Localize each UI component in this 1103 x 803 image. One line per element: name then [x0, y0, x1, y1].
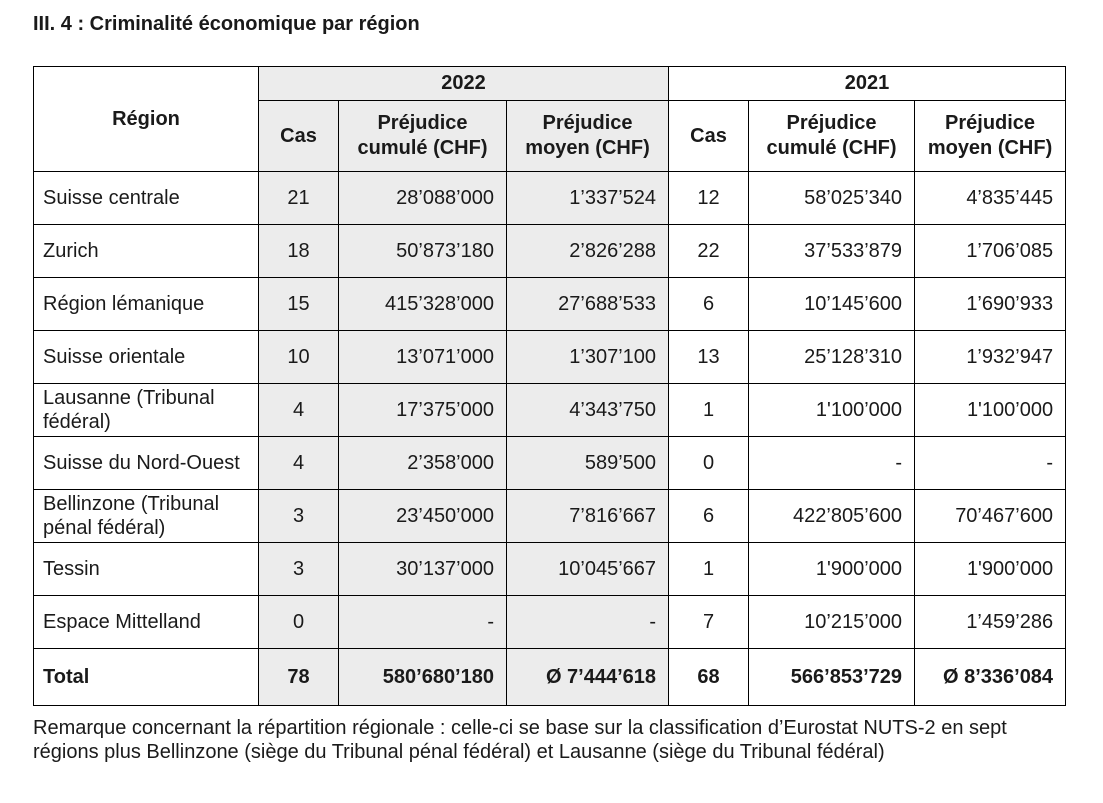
- moyen-2021-cell: 70’467’600: [914, 489, 1067, 543]
- moyen-2021-cell: -: [914, 436, 1067, 490]
- cumule-2021-cell: 10’215’000: [748, 595, 916, 649]
- cas-2021-cell: 22: [668, 224, 750, 278]
- moyen-2021-cell: 1’459’286: [914, 595, 1067, 649]
- total-cumule-2022-cell: 580’680’180: [338, 648, 507, 706]
- cas-2021-cell: 1: [668, 542, 750, 596]
- cas-2022-cell: 18: [258, 224, 339, 278]
- year-header-2021: 2021: [668, 66, 1067, 101]
- table-row: Espace Mittelland 0 - - 7 10’215’000 1’4…: [33, 595, 1067, 649]
- region-cell: Espace Mittelland: [33, 595, 259, 649]
- column-header-cumule-2021: Préjudice cumulé (CHF): [748, 100, 916, 172]
- moyen-2021-cell: 1'900’000: [914, 542, 1067, 596]
- cumule-2022-cell: 23’450’000: [338, 489, 507, 543]
- cas-2022-cell: 21: [258, 171, 339, 225]
- region-cell: Tessin: [33, 542, 259, 596]
- moyen-2022-cell: 27’688’533: [505, 277, 670, 331]
- cumule-2021-cell: 1'900’000: [748, 542, 916, 596]
- region-cell: Suisse orientale: [33, 330, 259, 384]
- moyen-2022-cell: 2’826’288: [505, 224, 670, 278]
- cas-2021-cell: 6: [668, 489, 750, 543]
- table-row: Zurich 18 50’873’180 2’826’288 22 37’533…: [33, 224, 1067, 278]
- cas-2022-cell: 4: [258, 436, 339, 490]
- column-header-cas-2022: Cas: [258, 100, 339, 172]
- table-row: Suisse orientale 10 13’071’000 1’307’100…: [33, 330, 1067, 384]
- cumule-2021-cell: 25’128’310: [748, 330, 916, 384]
- cas-2021-cell: 6: [668, 277, 750, 331]
- total-label-cell: Total: [33, 648, 259, 706]
- year-header-2022: 2022: [257, 66, 670, 101]
- cumule-2022-cell: -: [338, 595, 507, 649]
- year-header-row: Région 2022 2021: [33, 66, 1067, 172]
- table-row: Région lémanique 15 415’328’000 27’688’5…: [33, 277, 1067, 331]
- region-cell: Zurich: [33, 224, 259, 278]
- region-cell: Région lémanique: [33, 277, 259, 331]
- moyen-2022-cell: 589’500: [505, 436, 670, 490]
- table-row: Bellinzone (Tribunal pénal fédéral) 3 23…: [33, 489, 1067, 543]
- table-row: Lausanne (Tribunal fédéral) 4 17’375’000…: [33, 383, 1067, 437]
- total-row: Total 78 580’680’180 Ø 7’444’618 68 566’…: [33, 648, 1067, 706]
- cas-2022-cell: 4: [258, 383, 339, 437]
- table-row: Tessin 3 30’137’000 10’045’667 1 1'900’0…: [33, 542, 1067, 596]
- moyen-2021-cell: 1'100’000: [914, 383, 1067, 437]
- moyen-2022-cell: 7’816’667: [505, 489, 670, 543]
- region-cell: Suisse centrale: [33, 171, 259, 225]
- cumule-2021-cell: -: [748, 436, 916, 490]
- total-moyen-2022-cell: Ø 7’444’618: [505, 648, 670, 706]
- column-header-moyen-2021: Préjudice moyen (CHF): [914, 100, 1067, 172]
- cas-2022-cell: 15: [258, 277, 339, 331]
- cumule-2021-cell: 10’145’600: [748, 277, 916, 331]
- region-cell: Lausanne (Tribunal fédéral): [33, 383, 259, 437]
- cumule-2022-cell: 17’375’000: [338, 383, 507, 437]
- table-row: Suisse du Nord-Ouest 4 2’358’000 589’500…: [33, 436, 1067, 490]
- cas-2021-cell: 1: [668, 383, 750, 437]
- crime-by-region-table: Région 2022 2021 Cas Préjudice cumulé (C…: [33, 66, 1067, 706]
- cas-2022-cell: 0: [258, 595, 339, 649]
- sub-header-row: Cas Préjudice cumulé (CHF) Préjudice moy…: [34, 100, 1067, 172]
- cumule-2022-cell: 2’358’000: [338, 436, 507, 490]
- moyen-2021-cell: 1’932’947: [914, 330, 1067, 384]
- column-header-region: Région: [33, 66, 259, 172]
- cumule-2021-cell: 37’533’879: [748, 224, 916, 278]
- footnote: Remarque concernant la répartition régio…: [33, 717, 1007, 764]
- cas-2022-cell: 3: [258, 542, 339, 596]
- cas-2021-cell: 0: [668, 436, 750, 490]
- total-cumule-2021-cell: 566’853’729: [748, 648, 916, 706]
- moyen-2021-cell: 1’706’085: [914, 224, 1067, 278]
- moyen-2021-cell: 1’690’933: [914, 277, 1067, 331]
- table-row: Suisse centrale 21 28’088’000 1’337’524 …: [33, 171, 1067, 225]
- cumule-2022-cell: 28’088’000: [338, 171, 507, 225]
- moyen-2022-cell: -: [505, 595, 670, 649]
- cas-2021-cell: 12: [668, 171, 750, 225]
- cumule-2021-cell: 58’025’340: [748, 171, 916, 225]
- page-title: III. 4 : Criminalité économique par régi…: [33, 13, 420, 35]
- cumule-2021-cell: 422’805’600: [748, 489, 916, 543]
- moyen-2022-cell: 4’343’750: [505, 383, 670, 437]
- moyen-2022-cell: 10’045’667: [505, 542, 670, 596]
- cas-2021-cell: 7: [668, 595, 750, 649]
- column-header-cumule-2022: Préjudice cumulé (CHF): [338, 100, 507, 172]
- region-cell: Bellinzone (Tribunal pénal fédéral): [33, 489, 259, 543]
- total-cas-2021-cell: 68: [668, 648, 750, 706]
- moyen-2022-cell: 1’337’524: [505, 171, 670, 225]
- cas-2022-cell: 10: [258, 330, 339, 384]
- cumule-2022-cell: 13’071’000: [338, 330, 507, 384]
- cumule-2022-cell: 50’873’180: [338, 224, 507, 278]
- moyen-2021-cell: 4’835’445: [914, 171, 1067, 225]
- total-moyen-2021-cell: Ø 8’336’084: [914, 648, 1067, 706]
- column-header-cas-2021: Cas: [668, 100, 750, 172]
- column-header-moyen-2022: Préjudice moyen (CHF): [505, 100, 670, 172]
- cas-2022-cell: 3: [258, 489, 339, 543]
- cumule-2021-cell: 1'100’000: [748, 383, 916, 437]
- cumule-2022-cell: 30’137’000: [338, 542, 507, 596]
- moyen-2022-cell: 1’307’100: [505, 330, 670, 384]
- region-cell: Suisse du Nord-Ouest: [33, 436, 259, 490]
- cumule-2022-cell: 415’328’000: [338, 277, 507, 331]
- total-cas-2022-cell: 78: [258, 648, 339, 706]
- cas-2021-cell: 13: [668, 330, 750, 384]
